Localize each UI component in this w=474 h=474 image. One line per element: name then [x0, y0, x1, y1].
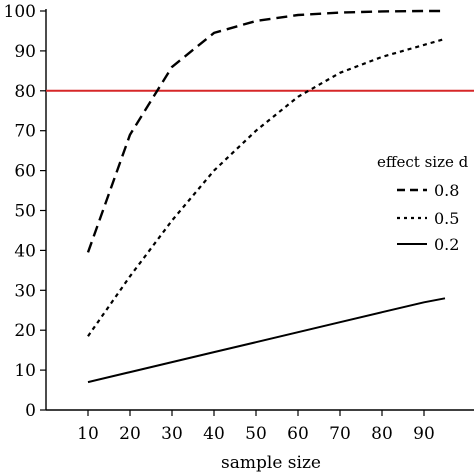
series-line-0-8: [86, 9, 445, 253]
x-tick-label: 40: [203, 424, 225, 444]
y-tick-label: 0: [25, 401, 36, 421]
y-tick-label: 80: [14, 82, 36, 102]
series-line-0-2: [87, 297, 446, 384]
x-tick-label: 70: [329, 424, 351, 444]
y-tick-label: 30: [14, 281, 36, 301]
y-tick-label: 10: [14, 361, 36, 381]
x-tick-label: 60: [287, 424, 309, 444]
legend-label-0-5: 0.5: [434, 209, 459, 228]
x-tick-label: 10: [77, 424, 99, 444]
x-tick-label: 50: [245, 424, 267, 444]
x-tick-label: 90: [413, 424, 435, 444]
x-axis-title: sample size: [221, 453, 321, 473]
legend: effect size d 0.8 0.5 0.2: [377, 153, 469, 254]
plot-area: 0 10 20 30 40 50 60 70 80 90 100 10 20 30 40 50 60 70 80 90: [4, 2, 474, 444]
y-tick-label: 50: [14, 202, 36, 222]
y-tick-label: 90: [14, 42, 36, 62]
y-tick-label: 40: [14, 241, 36, 261]
series-line-0-5: [87, 37, 446, 337]
legend-title: effect size d: [377, 153, 469, 171]
x-tick-label: 20: [119, 424, 141, 444]
legend-label-0-2: 0.2: [434, 235, 459, 254]
x-tick-label: 30: [161, 424, 183, 444]
legend-label-0-8: 0.8: [434, 181, 459, 200]
y-tick-label: 70: [14, 122, 36, 142]
y-tick-label: 20: [14, 321, 36, 341]
x-tick-label: 80: [371, 424, 393, 444]
y-tick-label: 60: [14, 162, 36, 182]
y-tick-label: 100: [4, 2, 36, 22]
